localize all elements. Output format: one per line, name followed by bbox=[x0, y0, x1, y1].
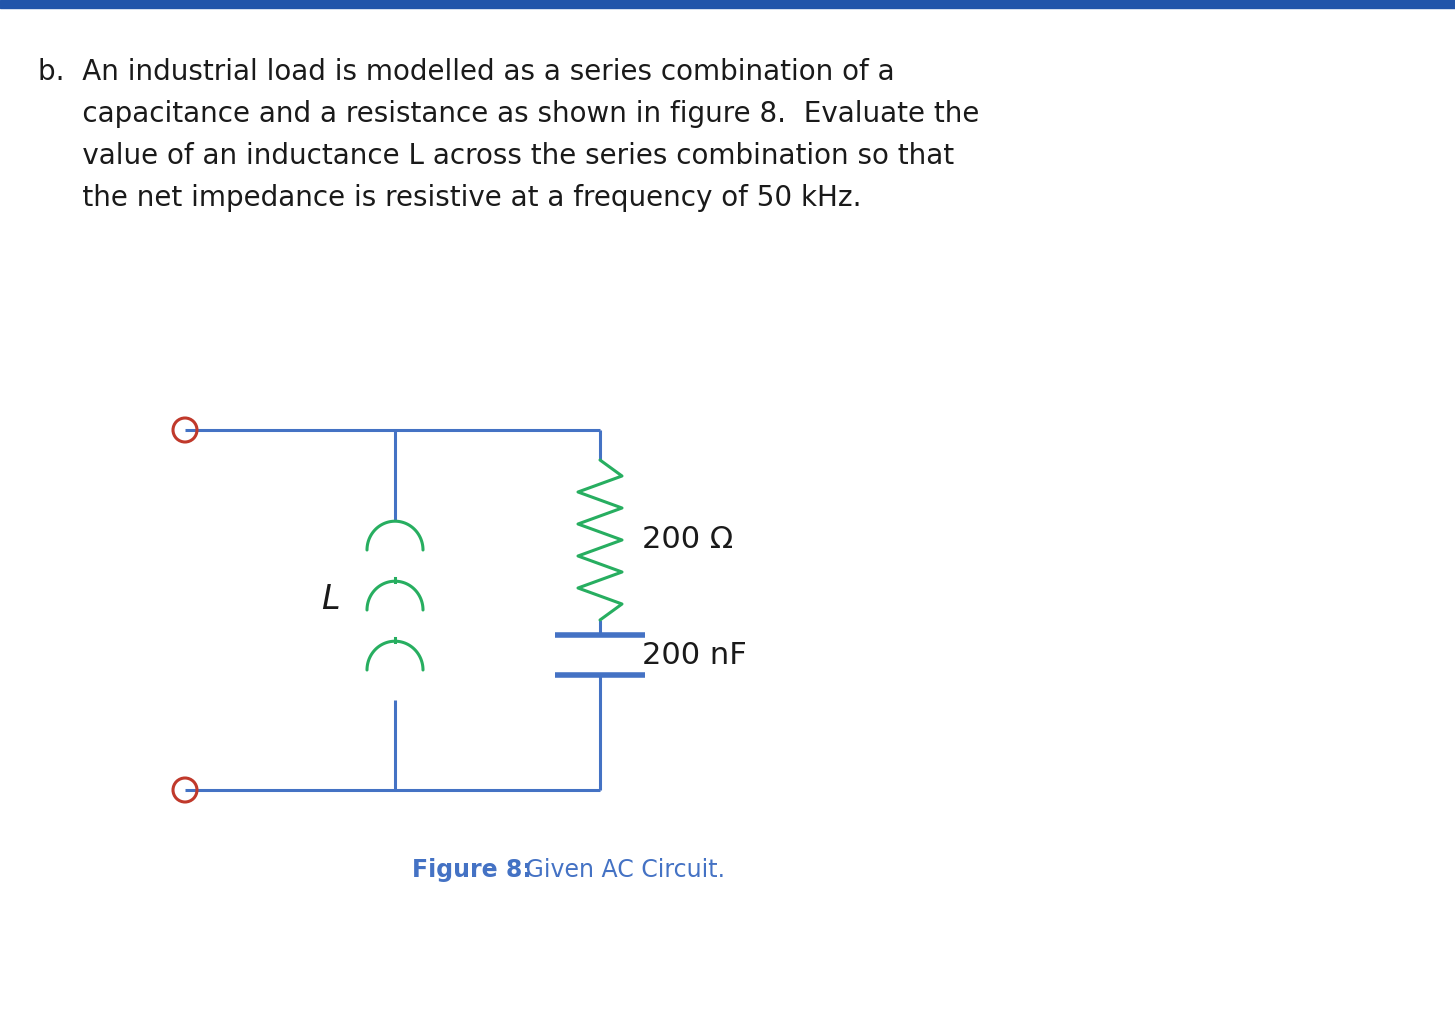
Text: 200 nF: 200 nF bbox=[642, 640, 746, 670]
Bar bbox=[0, 0, 1455, 8]
Text: Given AC Circuit.: Given AC Circuit. bbox=[518, 858, 725, 882]
Text: the net impedance is resistive at a frequency of 50 kHz.: the net impedance is resistive at a freq… bbox=[38, 184, 861, 212]
Text: value of an inductance L across the series combination so that: value of an inductance L across the seri… bbox=[38, 142, 954, 171]
Text: Figure 8:: Figure 8: bbox=[413, 858, 533, 882]
Text: capacitance and a resistance as shown in figure 8.  Evaluate the: capacitance and a resistance as shown in… bbox=[38, 100, 979, 128]
Text: b.  An industrial load is modelled as a series combination of a: b. An industrial load is modelled as a s… bbox=[38, 58, 895, 86]
Text: $L$: $L$ bbox=[322, 584, 340, 616]
Text: 200 Ω: 200 Ω bbox=[642, 526, 733, 554]
